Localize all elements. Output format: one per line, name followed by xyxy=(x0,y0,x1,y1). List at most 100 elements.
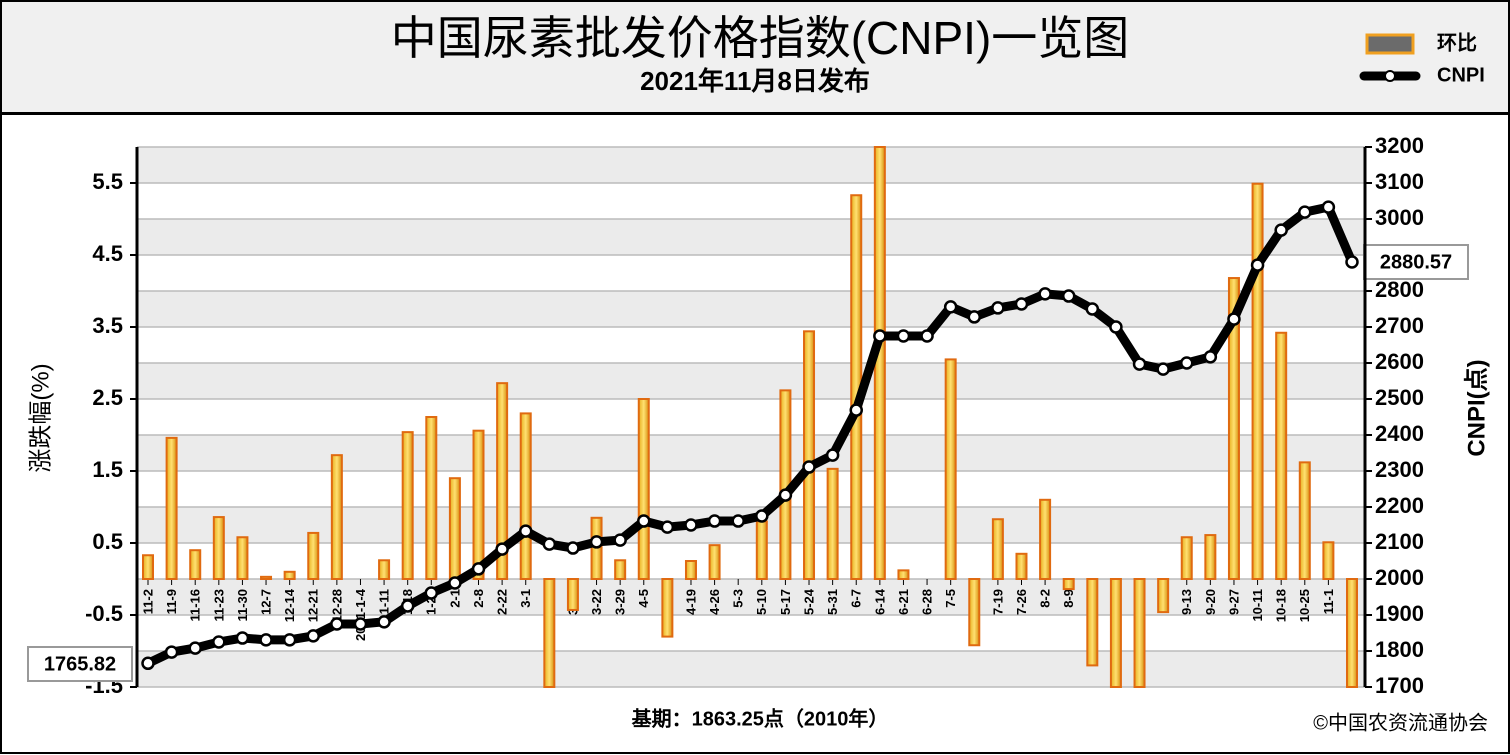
bar xyxy=(378,559,391,581)
point xyxy=(1274,223,1288,237)
source: ©中国农资流通协会 xyxy=(1313,711,1488,734)
point xyxy=(991,301,1005,315)
y2-tick-label: 2600 xyxy=(1375,349,1424,374)
bar xyxy=(307,531,320,580)
x-tick-label: 6-14 xyxy=(872,588,887,615)
x-tick-label: 7-19 xyxy=(990,589,1005,615)
x-tick-label: 5-10 xyxy=(754,589,769,615)
bar xyxy=(566,578,579,611)
point xyxy=(495,542,509,556)
point xyxy=(896,329,911,343)
x-tick-label: 2-1 xyxy=(447,589,462,608)
point xyxy=(802,460,816,474)
grid-band xyxy=(137,147,1365,183)
x-tick-label: 8-9 xyxy=(1061,589,1076,608)
point xyxy=(1038,287,1052,301)
bar xyxy=(543,578,556,688)
point xyxy=(1109,320,1123,334)
point xyxy=(1179,356,1194,370)
y2-tick-label: 1900 xyxy=(1375,601,1424,626)
bar xyxy=(165,436,178,580)
chart-title: 中国尿素批发价格指数(CNPI)一览图 xyxy=(391,12,1130,64)
x-tick-label: 8-2 xyxy=(1038,589,1053,608)
bar xyxy=(472,429,485,580)
bar xyxy=(425,416,438,580)
grid-band xyxy=(137,291,1365,327)
bar xyxy=(1133,578,1146,688)
y-axis-label: 涨跌幅(%) xyxy=(27,363,54,472)
legend-label: CNPI xyxy=(1437,64,1485,86)
bar xyxy=(1015,552,1028,580)
bar xyxy=(1109,578,1122,688)
bar xyxy=(803,330,816,580)
y2-tick-label: 2400 xyxy=(1375,421,1424,446)
x-tick-label: 6-7 xyxy=(849,589,864,608)
bar xyxy=(1251,182,1264,580)
point xyxy=(282,633,297,647)
x-tick-label: 1-11 xyxy=(377,589,392,614)
point xyxy=(448,576,462,590)
x-tick-label: 3-29 xyxy=(613,589,628,615)
bar xyxy=(897,569,910,580)
y2-tick-label: 3100 xyxy=(1375,169,1424,194)
y2-axis-label: CNPI(点) xyxy=(1463,359,1490,456)
grid-band xyxy=(137,219,1365,255)
point xyxy=(684,518,698,532)
bar xyxy=(1204,534,1217,581)
grid-band xyxy=(137,651,1365,687)
x-tick-label: 4-19 xyxy=(683,589,698,615)
y2-tick-label: 3000 xyxy=(1375,205,1424,230)
y2-tick-label: 1700 xyxy=(1375,673,1424,698)
bar xyxy=(401,431,414,580)
x-tick-label: 9-27 xyxy=(1226,589,1241,615)
point xyxy=(825,448,840,462)
bar xyxy=(991,518,1004,580)
bar xyxy=(684,560,697,580)
point xyxy=(967,310,982,324)
x-tick-label: 11-23 xyxy=(211,589,226,622)
bar xyxy=(1039,498,1052,580)
x-tick-label: 3-22 xyxy=(589,589,604,615)
bar xyxy=(212,516,225,581)
y2-tick-label: 2000 xyxy=(1375,565,1424,590)
bar xyxy=(1157,578,1170,614)
point xyxy=(849,403,863,417)
x-tick-label: 4-5 xyxy=(636,589,651,608)
point xyxy=(589,535,604,549)
x-tick-label: 10-25 xyxy=(1297,589,1312,622)
data-label-box xyxy=(27,646,133,682)
bar xyxy=(189,549,202,581)
x-tick-label: 10-11 xyxy=(1250,589,1265,622)
bar xyxy=(236,536,249,580)
y-tick-label: 1.5 xyxy=(92,457,123,482)
x-tick-label: 9-20 xyxy=(1203,589,1218,615)
bar xyxy=(944,358,957,580)
y-tick-label: 5.5 xyxy=(92,169,123,194)
point xyxy=(566,541,580,555)
bar xyxy=(448,477,461,581)
x-tick-label: 6-21 xyxy=(896,589,911,615)
bar xyxy=(1227,277,1240,580)
y2-tick-label: 2700 xyxy=(1375,313,1424,338)
x-tick-label: 11-2 xyxy=(140,589,155,614)
point xyxy=(1227,312,1241,326)
x-tick-label: 10-18 xyxy=(1274,589,1289,622)
legend-marker xyxy=(1384,70,1396,82)
x-tick-label: 4-26 xyxy=(707,589,722,615)
point xyxy=(731,514,745,528)
x-tick-label: 11-1 xyxy=(1321,589,1336,614)
point xyxy=(943,300,958,314)
point xyxy=(164,645,179,659)
x-tick-label: 7-26 xyxy=(1014,589,1029,615)
y2-tick-label: 2500 xyxy=(1375,385,1424,410)
point xyxy=(920,329,934,343)
bar xyxy=(283,570,296,580)
point xyxy=(542,537,557,551)
bar xyxy=(614,559,627,581)
data-label: 2880.57 xyxy=(1380,251,1452,273)
bar xyxy=(1346,578,1358,688)
x-tick-label: 5-31 xyxy=(825,589,840,615)
bar xyxy=(755,520,768,581)
